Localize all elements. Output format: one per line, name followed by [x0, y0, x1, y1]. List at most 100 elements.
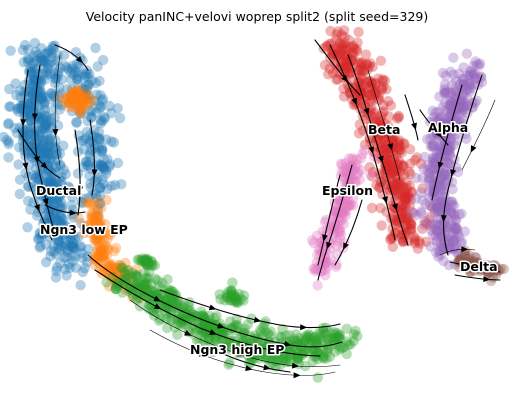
cell-point	[370, 116, 381, 128]
cell-point	[263, 336, 274, 347]
cell-point	[395, 201, 406, 212]
cell-point	[80, 93, 92, 105]
cluster-label-alpha: Alpha	[428, 120, 468, 135]
cell-point	[365, 137, 376, 149]
cell-point	[214, 289, 225, 300]
cell-point	[85, 209, 97, 220]
cell-point	[18, 57, 29, 68]
cell-point	[47, 40, 59, 52]
cell-point	[45, 88, 56, 99]
cell-point	[371, 180, 382, 191]
cell-point	[343, 34, 355, 46]
cell-point	[46, 215, 58, 226]
cell-point	[99, 254, 110, 266]
cell-point	[323, 69, 334, 80]
cell-point	[84, 148, 95, 159]
cell-point	[284, 330, 295, 341]
cell-point	[331, 29, 342, 40]
cell-point	[61, 62, 72, 73]
cell-point	[394, 177, 405, 188]
cell-point	[127, 290, 138, 301]
cell-point	[355, 87, 366, 98]
cell-point	[128, 276, 139, 287]
cell-point	[225, 316, 236, 327]
cell-point	[404, 200, 415, 212]
cell-point	[38, 63, 49, 74]
cell-point	[411, 172, 422, 184]
cell-point	[373, 73, 384, 84]
cell-point	[333, 331, 344, 342]
cell-point	[22, 195, 34, 207]
cell-point	[75, 93, 86, 104]
cell-point	[425, 211, 436, 222]
cell-point	[76, 108, 87, 120]
cell-point	[46, 88, 58, 99]
cell-point	[270, 350, 282, 361]
cell-point	[355, 103, 366, 115]
cell-point	[161, 295, 172, 307]
cell-point	[5, 101, 16, 112]
cell-point	[142, 256, 153, 268]
cell-point	[51, 178, 62, 189]
cell-point	[389, 184, 401, 196]
cell-point	[73, 70, 84, 82]
cell-point	[142, 259, 153, 271]
cell-point	[404, 144, 416, 155]
cell-point	[84, 227, 96, 239]
cell-point	[37, 228, 49, 240]
cell-point	[332, 74, 343, 85]
cell-point	[50, 182, 61, 193]
cell-point	[200, 327, 211, 338]
cell-point	[77, 100, 88, 112]
cell-point	[338, 83, 349, 95]
cell-point	[356, 58, 367, 69]
cell-point	[82, 257, 93, 268]
cell-point	[462, 84, 473, 96]
cell-point	[103, 244, 114, 255]
cell-point	[89, 212, 101, 224]
cell-point	[20, 130, 32, 141]
cell-point	[58, 49, 70, 61]
cell-point	[144, 259, 155, 271]
cell-point	[292, 347, 303, 358]
cell-point	[56, 100, 67, 111]
cell-point	[227, 322, 238, 333]
cell-point	[379, 131, 391, 142]
cell-point	[402, 213, 413, 224]
cell-point	[77, 101, 88, 113]
cell-point	[334, 341, 346, 352]
cell-point	[399, 202, 411, 213]
cell-point	[74, 90, 86, 101]
cell-point	[344, 68, 355, 79]
cluster-label-ngn3-high-ep: Ngn3 high EP	[190, 342, 284, 357]
cell-point	[55, 160, 66, 172]
cell-point	[440, 178, 451, 189]
cell-point	[392, 136, 404, 148]
cell-point	[95, 234, 107, 245]
cell-point	[402, 211, 413, 222]
cell-point	[82, 90, 94, 101]
cell-point	[396, 208, 407, 220]
cell-point	[101, 165, 112, 176]
cell-point	[79, 262, 91, 274]
cell-point	[11, 127, 23, 139]
cell-point	[405, 168, 416, 180]
cell-point	[301, 330, 312, 341]
velocity-arrowhead	[411, 122, 417, 131]
cell-point	[440, 114, 451, 126]
cell-point	[78, 228, 90, 239]
cell-point	[392, 188, 404, 199]
cell-point	[54, 244, 66, 255]
cell-point	[174, 298, 185, 309]
cell-point	[15, 92, 26, 103]
cell-point	[400, 193, 411, 204]
cell-point	[46, 180, 57, 191]
cell-point	[67, 86, 78, 98]
cell-point	[391, 189, 403, 201]
cell-point	[54, 258, 66, 269]
cell-point	[241, 344, 252, 355]
cell-point	[348, 329, 360, 340]
cell-point	[55, 93, 66, 104]
cell-point	[395, 202, 407, 213]
cell-point	[41, 66, 53, 77]
